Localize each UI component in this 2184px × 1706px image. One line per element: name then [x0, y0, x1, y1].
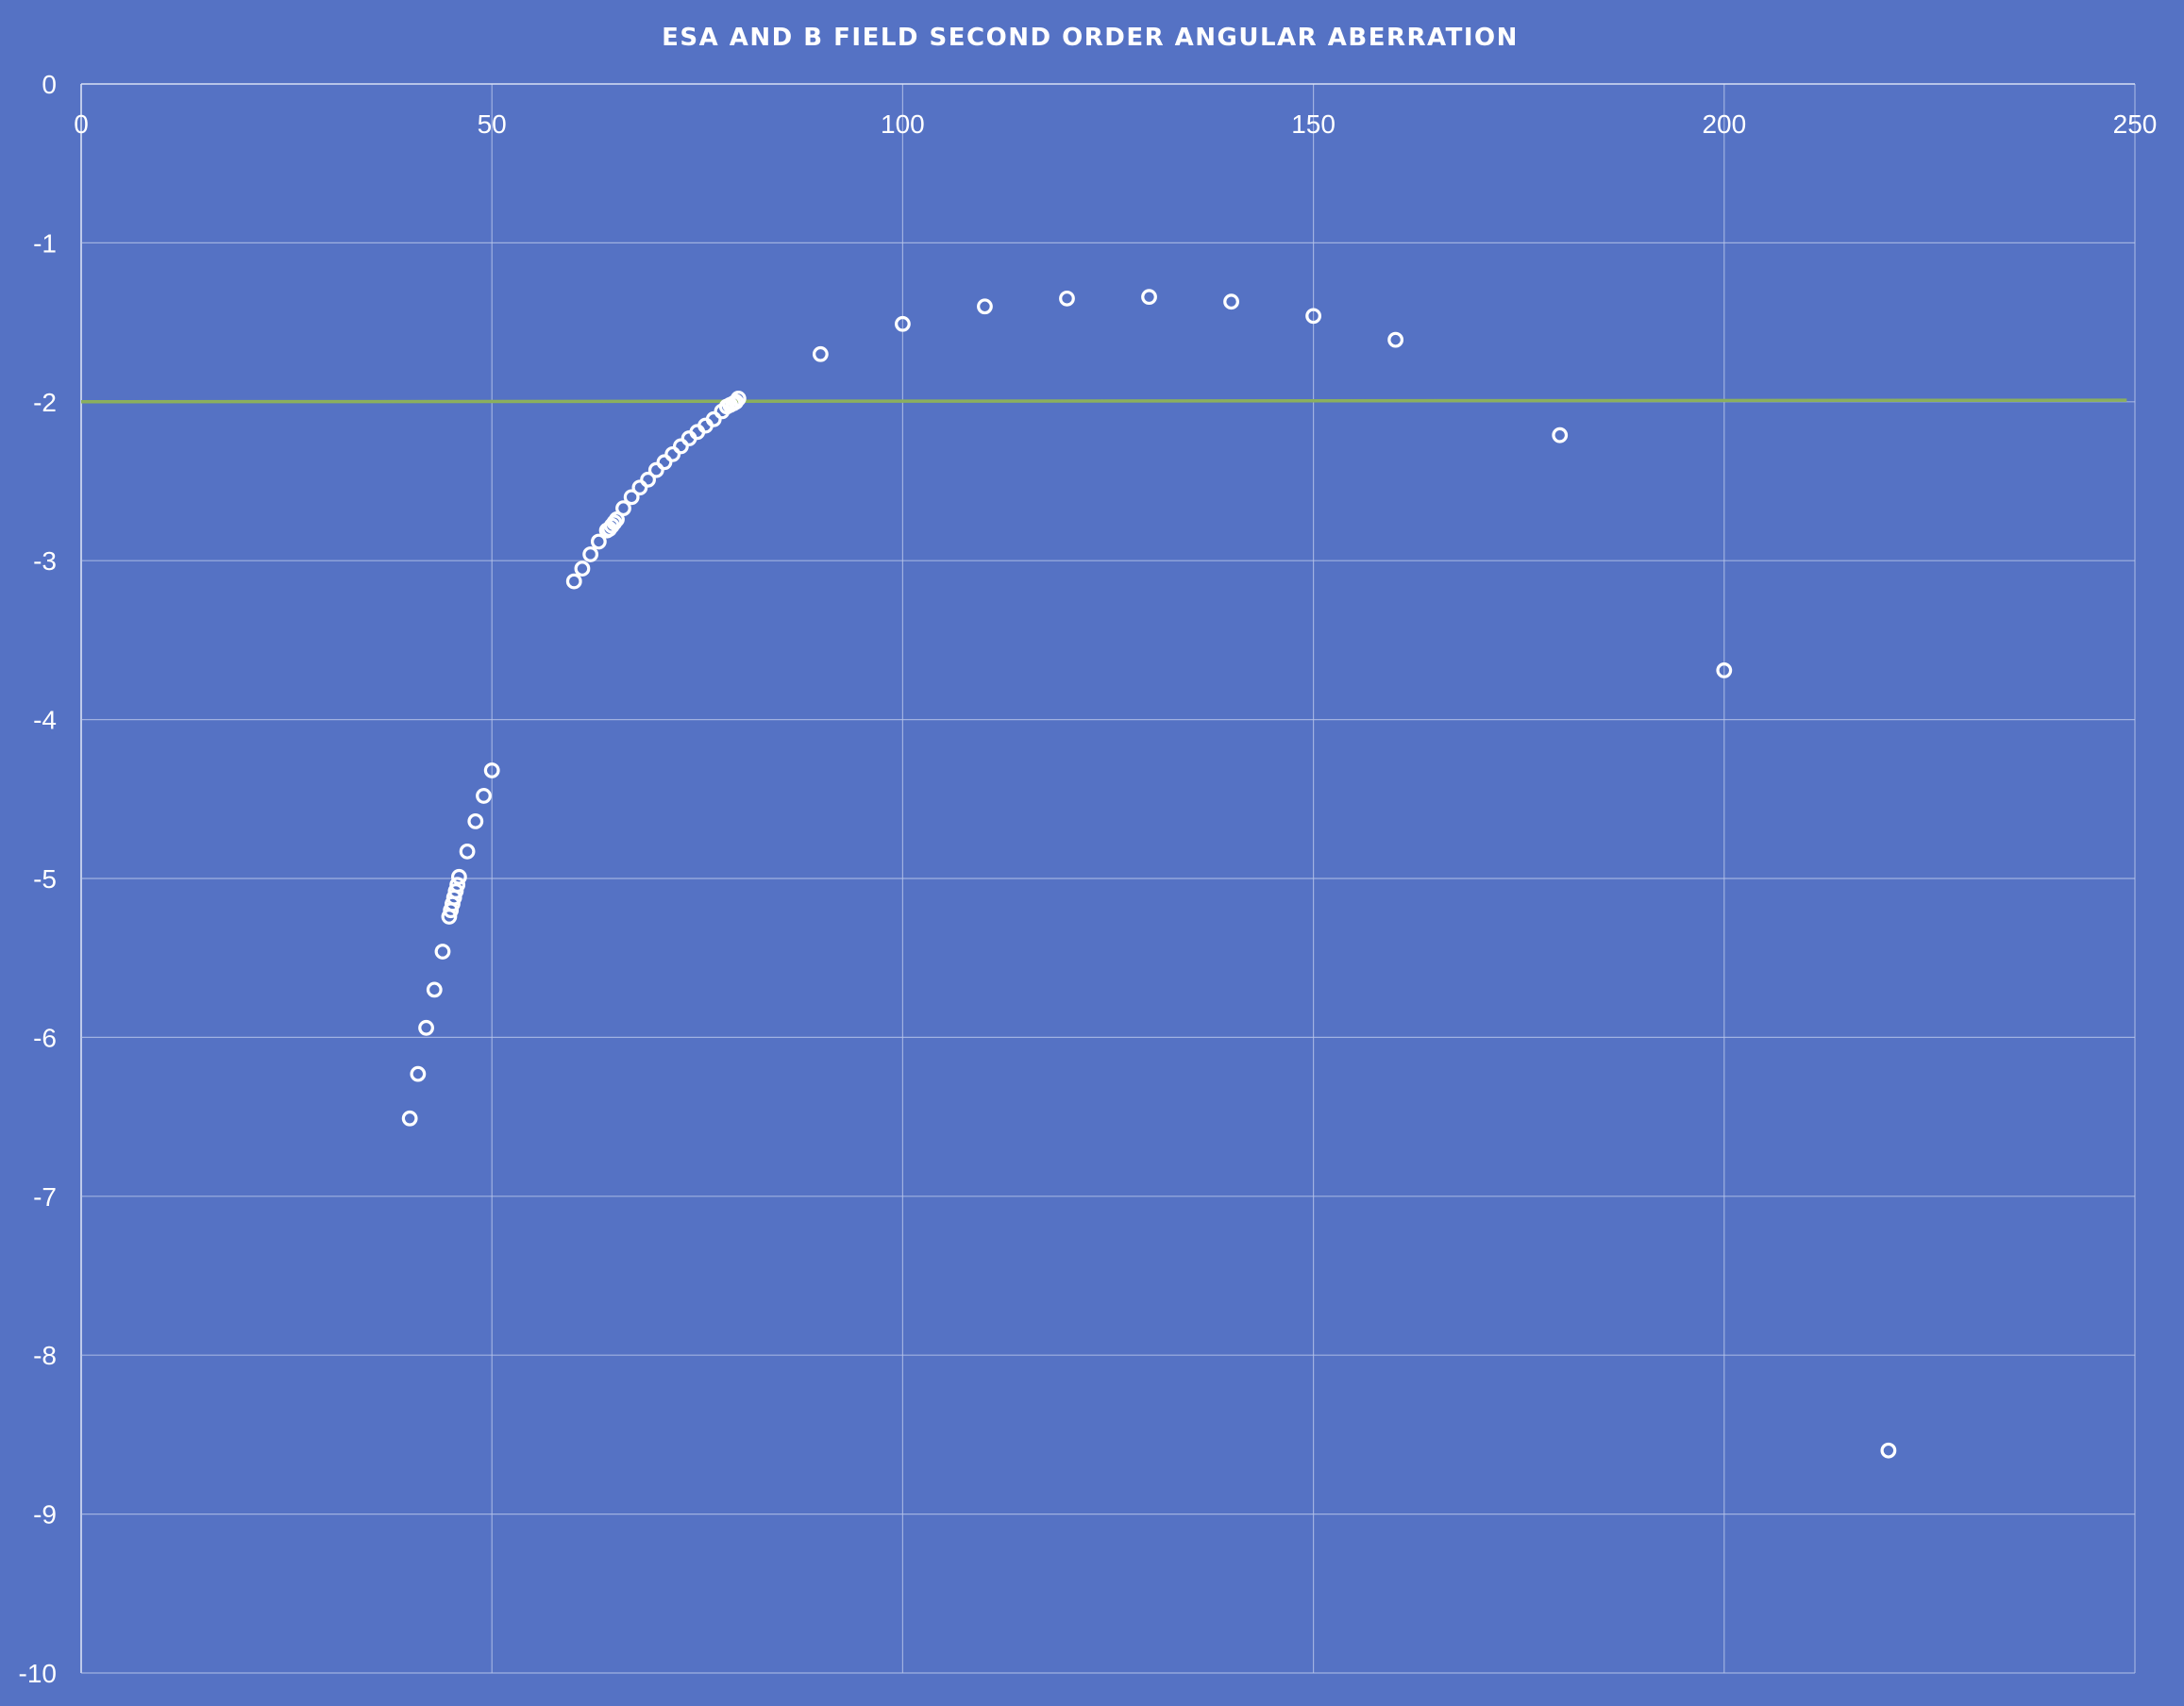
y-tick-label: -9 [33, 1500, 57, 1530]
data-point [1387, 331, 1404, 348]
data-point [1880, 1442, 1897, 1459]
data-point [1552, 426, 1569, 443]
x-tick-label: 200 [1702, 109, 1746, 139]
data-point [895, 315, 911, 332]
data-point [615, 500, 631, 517]
x-tick-label: 250 [2113, 109, 2158, 139]
data-point [476, 788, 492, 804]
data-point [609, 511, 625, 527]
data-point [1305, 308, 1321, 325]
data-point [1141, 289, 1157, 306]
y-tick-label: -7 [33, 1182, 57, 1212]
x-tick-label: 50 [478, 109, 507, 139]
x-tick-label: 0 [74, 109, 89, 139]
data-point [656, 454, 673, 471]
y-tick-label: -4 [33, 706, 57, 735]
data-point [647, 461, 664, 478]
data-point [418, 1019, 434, 1036]
y-tick-label: -5 [33, 864, 57, 894]
reference-line [80, 398, 2127, 404]
data-point [640, 471, 656, 488]
data-point [447, 883, 464, 899]
data-point [1059, 290, 1075, 307]
data-point [434, 944, 451, 960]
data-point [426, 981, 443, 998]
grid-layer [80, 83, 2136, 1674]
data-point [401, 1110, 418, 1127]
data-point [459, 843, 476, 860]
data-point [1223, 293, 1239, 310]
data-point [449, 877, 466, 894]
data-point [705, 410, 722, 427]
data-point [812, 345, 829, 362]
data-point [977, 298, 993, 315]
data-point [730, 391, 747, 407]
data-point [1716, 661, 1733, 678]
y-tick-label: -8 [33, 1341, 57, 1370]
tick-label-layer: 0 50 100 150 200 250 0 -1 -2 -3 -4 -5 -6 -7 -8 -9 -10 [19, 70, 2158, 1688]
data-point [574, 560, 591, 577]
y-tick-label: -1 [33, 228, 57, 258]
data-point [631, 479, 648, 496]
data-point [623, 489, 640, 506]
y-tick-label: -3 [33, 546, 57, 576]
x-tick-label: 150 [1291, 109, 1336, 139]
y-tick-label: 0 [42, 70, 57, 99]
data-point [582, 546, 599, 562]
y-tick-label: -10 [19, 1659, 57, 1688]
reference-line-layer [80, 398, 2127, 404]
data-point [565, 573, 582, 590]
x-tick-label: 100 [881, 109, 925, 139]
data-point [590, 533, 607, 550]
y-tick-label: -2 [33, 388, 57, 417]
data-point [410, 1065, 427, 1082]
data-point [450, 868, 467, 885]
data-point [672, 438, 689, 455]
chart-title: ESA AND B FIELD SECOND ORDER ANGULAR ABE… [662, 24, 1519, 52]
data-point [664, 445, 681, 462]
data-point-layer [401, 289, 1897, 1459]
data-point [483, 762, 500, 778]
y-tick-label: -6 [33, 1023, 57, 1052]
data-point [467, 812, 484, 829]
